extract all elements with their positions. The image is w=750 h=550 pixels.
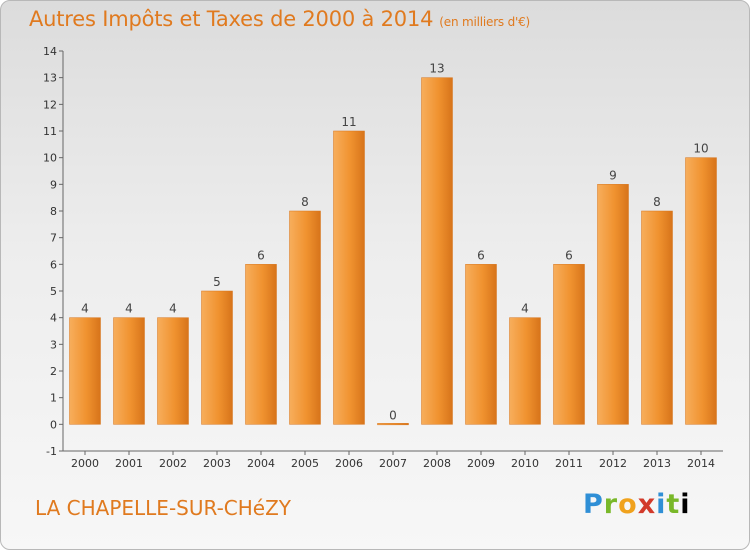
x-tick-label: 2001 xyxy=(115,457,143,470)
x-tick-label: 2008 xyxy=(423,457,451,470)
bar xyxy=(201,290,233,425)
bar xyxy=(421,77,453,425)
chart-title-text: Autres Impôts et Taxes de 2000 à 2014 xyxy=(29,7,434,31)
y-tick-label: 3 xyxy=(50,338,57,351)
data-label: 4 xyxy=(521,302,529,316)
data-label: 10 xyxy=(693,142,708,156)
y-tick-label: 6 xyxy=(50,258,57,271)
y-tick-label: 8 xyxy=(50,205,57,218)
y-tick-label: 4 xyxy=(50,312,57,325)
data-label: 9 xyxy=(609,168,617,182)
y-tick-label: 2 xyxy=(50,365,57,378)
x-tick-label: 2010 xyxy=(511,457,539,470)
data-label: 0 xyxy=(389,408,397,422)
data-label: 4 xyxy=(81,302,89,316)
bar xyxy=(157,317,189,425)
bar xyxy=(641,210,673,425)
data-label: 6 xyxy=(477,248,485,262)
bar xyxy=(377,423,409,426)
y-tick-label: -1 xyxy=(46,445,57,458)
y-tick-label: 13 xyxy=(43,72,57,85)
data-label: 5 xyxy=(213,275,221,289)
bar xyxy=(465,264,497,425)
y-tick-label: 0 xyxy=(50,418,57,431)
x-tick-label: 2000 xyxy=(71,457,99,470)
x-tick-label: 2009 xyxy=(467,457,495,470)
chart-unit: (en milliers d'€) xyxy=(439,15,531,29)
data-label: 8 xyxy=(301,195,309,209)
commune-name: LA CHAPELLE-SUR-CHéZY xyxy=(35,496,292,520)
bar xyxy=(245,264,277,425)
x-tick-label: 2002 xyxy=(159,457,187,470)
x-tick-label: 2003 xyxy=(203,457,231,470)
data-label: 4 xyxy=(125,302,133,316)
data-label: 13 xyxy=(429,62,444,76)
chart-title: Autres Impôts et Taxes de 2000 à 2014 (en… xyxy=(29,7,530,31)
bar xyxy=(509,317,541,425)
y-tick-label: 14 xyxy=(43,45,57,58)
data-label: 11 xyxy=(341,115,356,129)
x-tick-label: 2013 xyxy=(643,457,671,470)
y-tick-label: 10 xyxy=(43,152,57,165)
x-tick-label: 2014 xyxy=(687,457,715,470)
data-label: 8 xyxy=(653,195,661,209)
data-label: 4 xyxy=(169,302,177,316)
bar xyxy=(289,210,321,425)
x-tick-label: 2012 xyxy=(599,457,627,470)
proxiti-logo: Proxiti xyxy=(583,489,691,520)
x-tick-label: 2007 xyxy=(379,457,407,470)
y-tick-label: 7 xyxy=(50,232,57,245)
bar xyxy=(597,184,629,425)
y-tick-label: 9 xyxy=(50,178,57,191)
x-tick-label: 2005 xyxy=(291,457,319,470)
y-tick-label: 5 xyxy=(50,285,57,298)
bar xyxy=(113,317,145,425)
y-tick-label: 1 xyxy=(50,392,57,405)
y-tick-label: 11 xyxy=(43,125,57,138)
bar xyxy=(333,130,365,425)
data-label: 6 xyxy=(257,248,265,262)
x-tick-label: 2006 xyxy=(335,457,363,470)
bar xyxy=(69,317,101,425)
x-tick-label: 2011 xyxy=(555,457,583,470)
x-tick-label: 2004 xyxy=(247,457,275,470)
y-tick-label: 12 xyxy=(43,98,57,111)
data-label: 6 xyxy=(565,248,573,262)
bar xyxy=(685,157,717,425)
bar xyxy=(553,264,585,425)
